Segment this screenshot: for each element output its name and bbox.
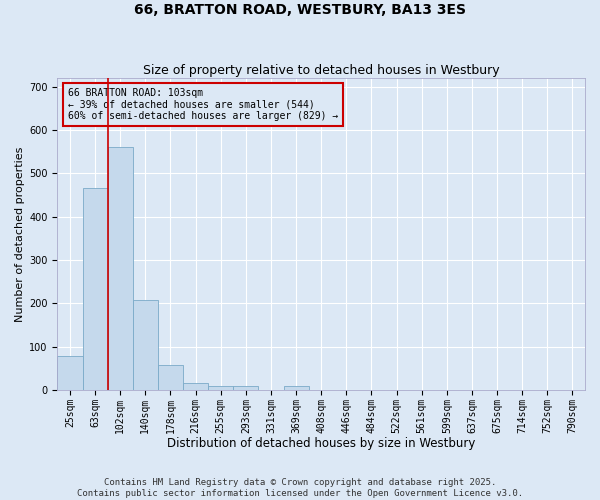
Bar (208, 386, 233, 390)
Bar (58, 356, 83, 390)
Y-axis label: Number of detached properties: Number of detached properties (15, 146, 25, 322)
Bar (133, 300, 158, 390)
Bar (158, 366, 183, 390)
X-axis label: Distribution of detached houses by size in Westbury: Distribution of detached houses by size … (167, 437, 475, 450)
Bar (284, 386, 308, 390)
Bar (233, 386, 259, 390)
Title: Size of property relative to detached houses in Westbury: Size of property relative to detached ho… (143, 64, 500, 77)
Bar (107, 148, 133, 390)
Bar (183, 384, 208, 390)
Text: 66, BRATTON ROAD, WESTBURY, BA13 3ES: 66, BRATTON ROAD, WESTBURY, BA13 3ES (134, 2, 466, 16)
Text: 66 BRATTON ROAD: 103sqm
← 39% of detached houses are smaller (544)
60% of semi-d: 66 BRATTON ROAD: 103sqm ← 39% of detache… (68, 88, 338, 120)
Text: Contains HM Land Registry data © Crown copyright and database right 2025.
Contai: Contains HM Land Registry data © Crown c… (77, 478, 523, 498)
Bar (83, 188, 107, 390)
